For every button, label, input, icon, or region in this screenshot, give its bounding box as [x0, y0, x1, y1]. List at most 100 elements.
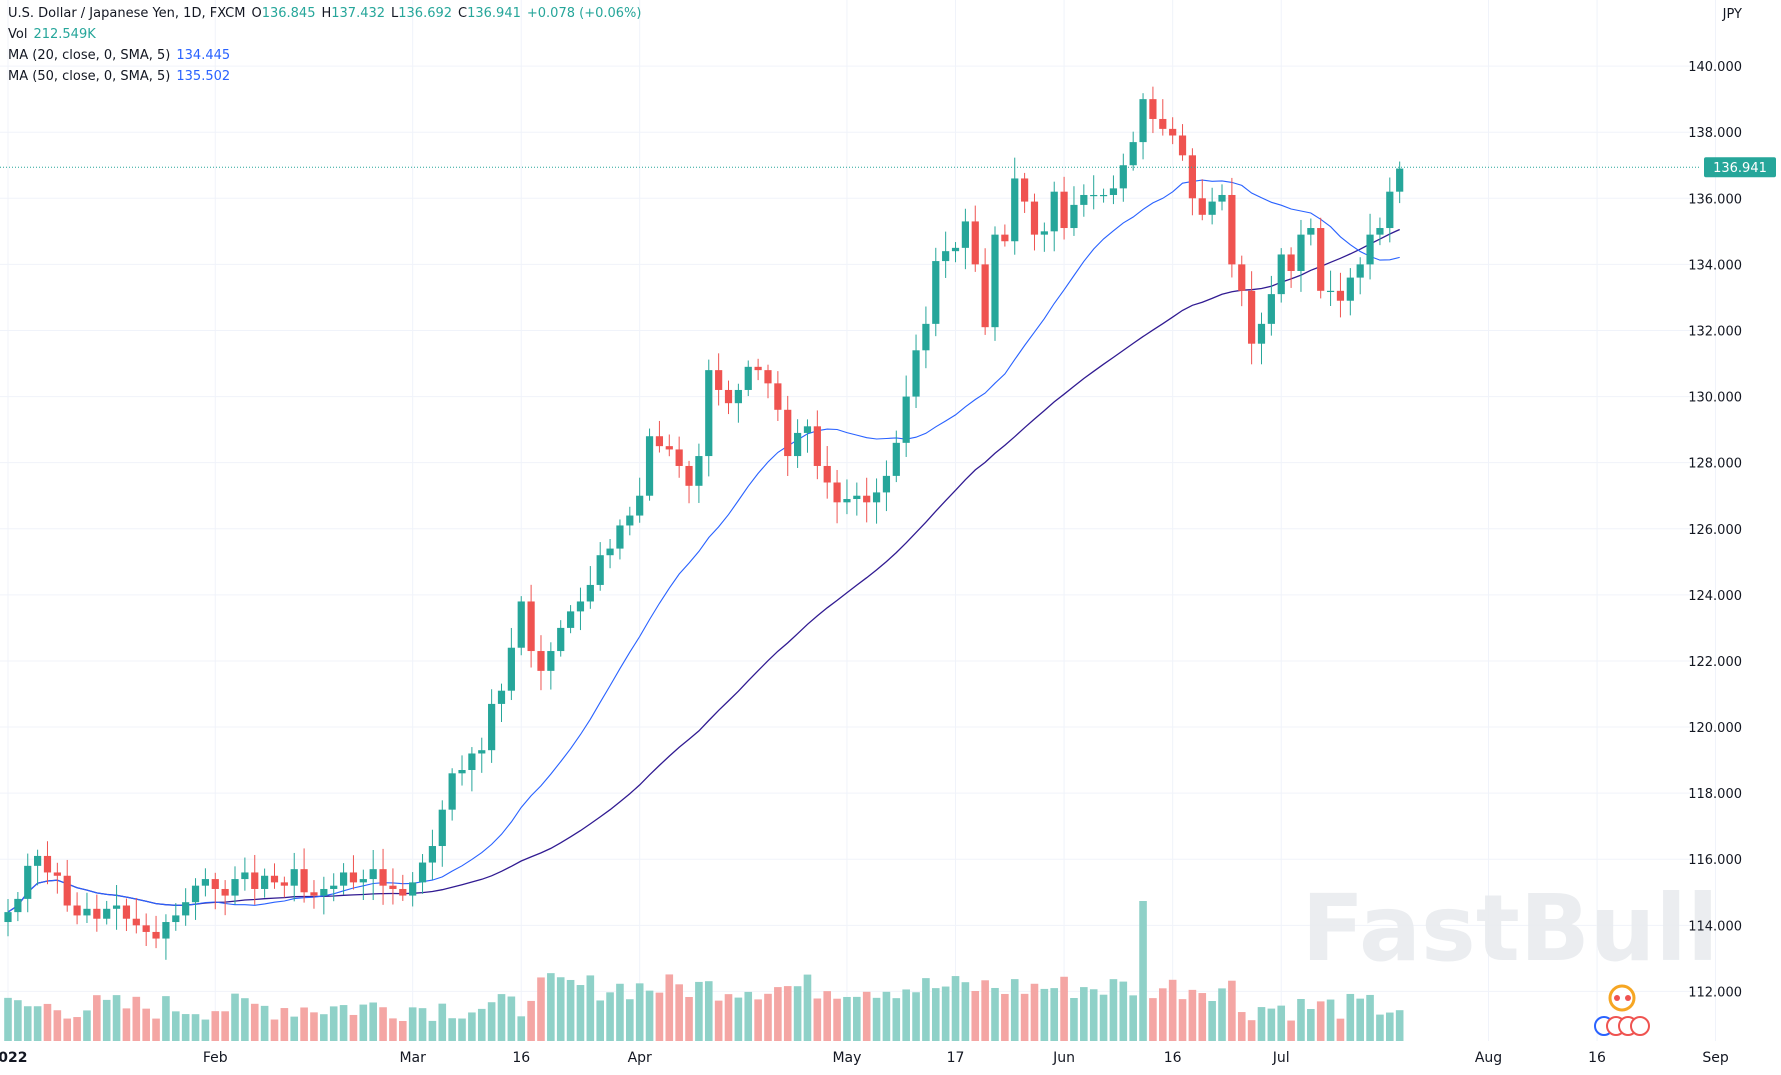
- volume-bar: [1307, 1008, 1315, 1041]
- volume-bar: [102, 999, 111, 1041]
- candle: [152, 915, 160, 949]
- volume-bar: [270, 1019, 279, 1041]
- candle-body: [1396, 168, 1404, 192]
- volume-bar: [823, 991, 832, 1041]
- candle-body: [1356, 264, 1364, 278]
- candle-body: [794, 432, 802, 457]
- candle-body: [142, 925, 150, 932]
- volume-bar: [961, 982, 970, 1041]
- candle: [833, 469, 841, 524]
- candle-body: [14, 898, 22, 913]
- candle: [774, 371, 782, 421]
- candle-body: [1287, 254, 1295, 271]
- candle-body: [458, 770, 466, 774]
- volume-bar: [813, 998, 822, 1041]
- candle-body: [1119, 165, 1127, 189]
- candle: [1248, 271, 1256, 365]
- volume-bar: [1228, 980, 1236, 1041]
- volume-bar: [152, 1018, 160, 1041]
- volume-bar: [171, 1011, 180, 1041]
- candle: [1396, 161, 1404, 204]
- candle: [1188, 148, 1196, 216]
- candle-body: [823, 465, 831, 483]
- volume-bar: [1366, 994, 1374, 1041]
- candle: [754, 358, 762, 381]
- candle: [497, 683, 506, 722]
- candle-body: [112, 905, 121, 909]
- candle-body: [428, 846, 437, 863]
- volume-bar: [1208, 1000, 1216, 1041]
- candle-body: [547, 651, 555, 671]
- candle: [991, 226, 999, 341]
- candle: [1386, 177, 1394, 243]
- volume-bar: [399, 1020, 407, 1041]
- candle: [981, 248, 989, 335]
- events-icon[interactable]: [1594, 984, 1650, 1036]
- candle-body: [369, 869, 377, 880]
- candle-body: [685, 465, 693, 486]
- candle: [1060, 176, 1068, 240]
- volume-bar: [1247, 1020, 1256, 1041]
- candlesticks: [4, 86, 1404, 960]
- candle-body: [379, 869, 387, 886]
- x-tick-label: 17: [947, 1050, 965, 1066]
- candle-body: [626, 515, 634, 526]
- candle-body: [1267, 294, 1275, 324]
- candle-body: [507, 647, 515, 691]
- volume-bar: [1316, 1001, 1325, 1041]
- candle: [1297, 219, 1305, 292]
- volume-bar: [438, 1003, 447, 1041]
- symbol-title: U.S. Dollar / Japanese Yen, 1D, FXCM: [8, 6, 246, 21]
- volume-bar: [1188, 989, 1197, 1041]
- candle: [537, 635, 545, 691]
- candle-body: [4, 912, 12, 923]
- candle-body: [616, 525, 624, 549]
- volume-bar: [902, 989, 910, 1041]
- candle: [112, 885, 121, 930]
- candle-body: [764, 370, 772, 384]
- candle-body: [1208, 201, 1216, 215]
- candle: [1376, 217, 1384, 246]
- candle: [705, 359, 713, 477]
- candle-body: [320, 888, 328, 896]
- candle: [715, 353, 723, 406]
- volume-bar: [862, 991, 871, 1041]
- candle-body: [872, 492, 881, 503]
- volume-bar: [1346, 993, 1355, 1041]
- x-tick-label: May: [832, 1050, 861, 1066]
- volume-bar: [162, 996, 170, 1041]
- candle: [557, 620, 565, 657]
- candle: [764, 364, 772, 399]
- volume-bar: [1237, 1012, 1246, 1041]
- candle: [843, 479, 851, 515]
- candle: [231, 866, 239, 905]
- volume-bar: [181, 1014, 190, 1041]
- candle-body: [942, 251, 950, 262]
- candle: [270, 863, 279, 889]
- candle: [310, 880, 318, 909]
- volume-bar: [566, 979, 575, 1041]
- volume-bars: [4, 901, 1404, 1041]
- candle-body: [468, 753, 476, 771]
- candle-body: [724, 389, 733, 404]
- candle: [448, 768, 456, 821]
- candle-body: [132, 918, 140, 926]
- candle-body: [705, 370, 713, 457]
- volume-bar: [626, 999, 634, 1041]
- volume-bar: [1297, 998, 1305, 1041]
- volume-bar: [1050, 988, 1059, 1041]
- candle: [1001, 224, 1009, 247]
- volume-bar: [744, 991, 753, 1041]
- candle: [211, 872, 219, 910]
- candle: [942, 231, 950, 278]
- candle: [616, 519, 624, 560]
- candle-body: [1011, 178, 1019, 242]
- x-tick-label: Mar: [399, 1050, 426, 1066]
- candle-body: [675, 449, 683, 466]
- volume-bar: [517, 1016, 526, 1041]
- volume-bar: [685, 996, 693, 1041]
- candle-body: [961, 221, 969, 248]
- change-value: +0.078 (+0.06%): [526, 6, 642, 21]
- candle-body: [1169, 128, 1177, 136]
- candle: [409, 872, 417, 907]
